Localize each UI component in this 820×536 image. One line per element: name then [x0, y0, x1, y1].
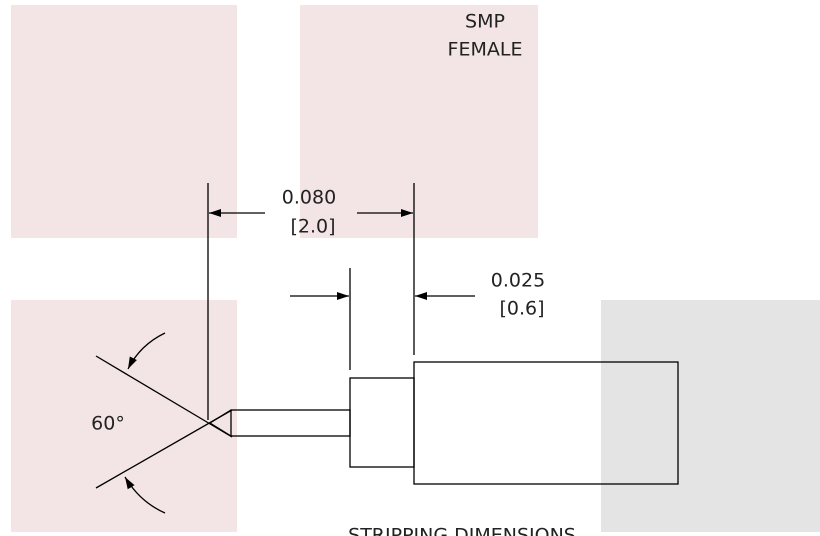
angle-label: 60°	[91, 413, 125, 435]
caption: STRIPPING DIMENSIONS	[348, 525, 576, 536]
angle-indicator	[95, 332, 233, 514]
dimension-label: 0.025	[491, 270, 545, 292]
dimension-label: [2.0]	[290, 216, 335, 238]
dimension-label: [0.6]	[499, 298, 544, 320]
connector-label: SMP	[465, 11, 505, 33]
background-panels	[11, 5, 820, 532]
dimension-label: 0.080	[282, 187, 336, 209]
dimension-arrows	[209, 209, 475, 300]
connector-label: FEMALE	[448, 39, 523, 61]
extension-lines	[207, 183, 415, 420]
